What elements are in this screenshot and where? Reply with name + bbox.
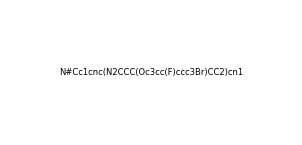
Text: N#Cc1cnc(N2CCC(Oc3cc(F)ccc3Br)CC2)cn1: N#Cc1cnc(N2CCC(Oc3cc(F)ccc3Br)CC2)cn1 — [59, 68, 243, 77]
